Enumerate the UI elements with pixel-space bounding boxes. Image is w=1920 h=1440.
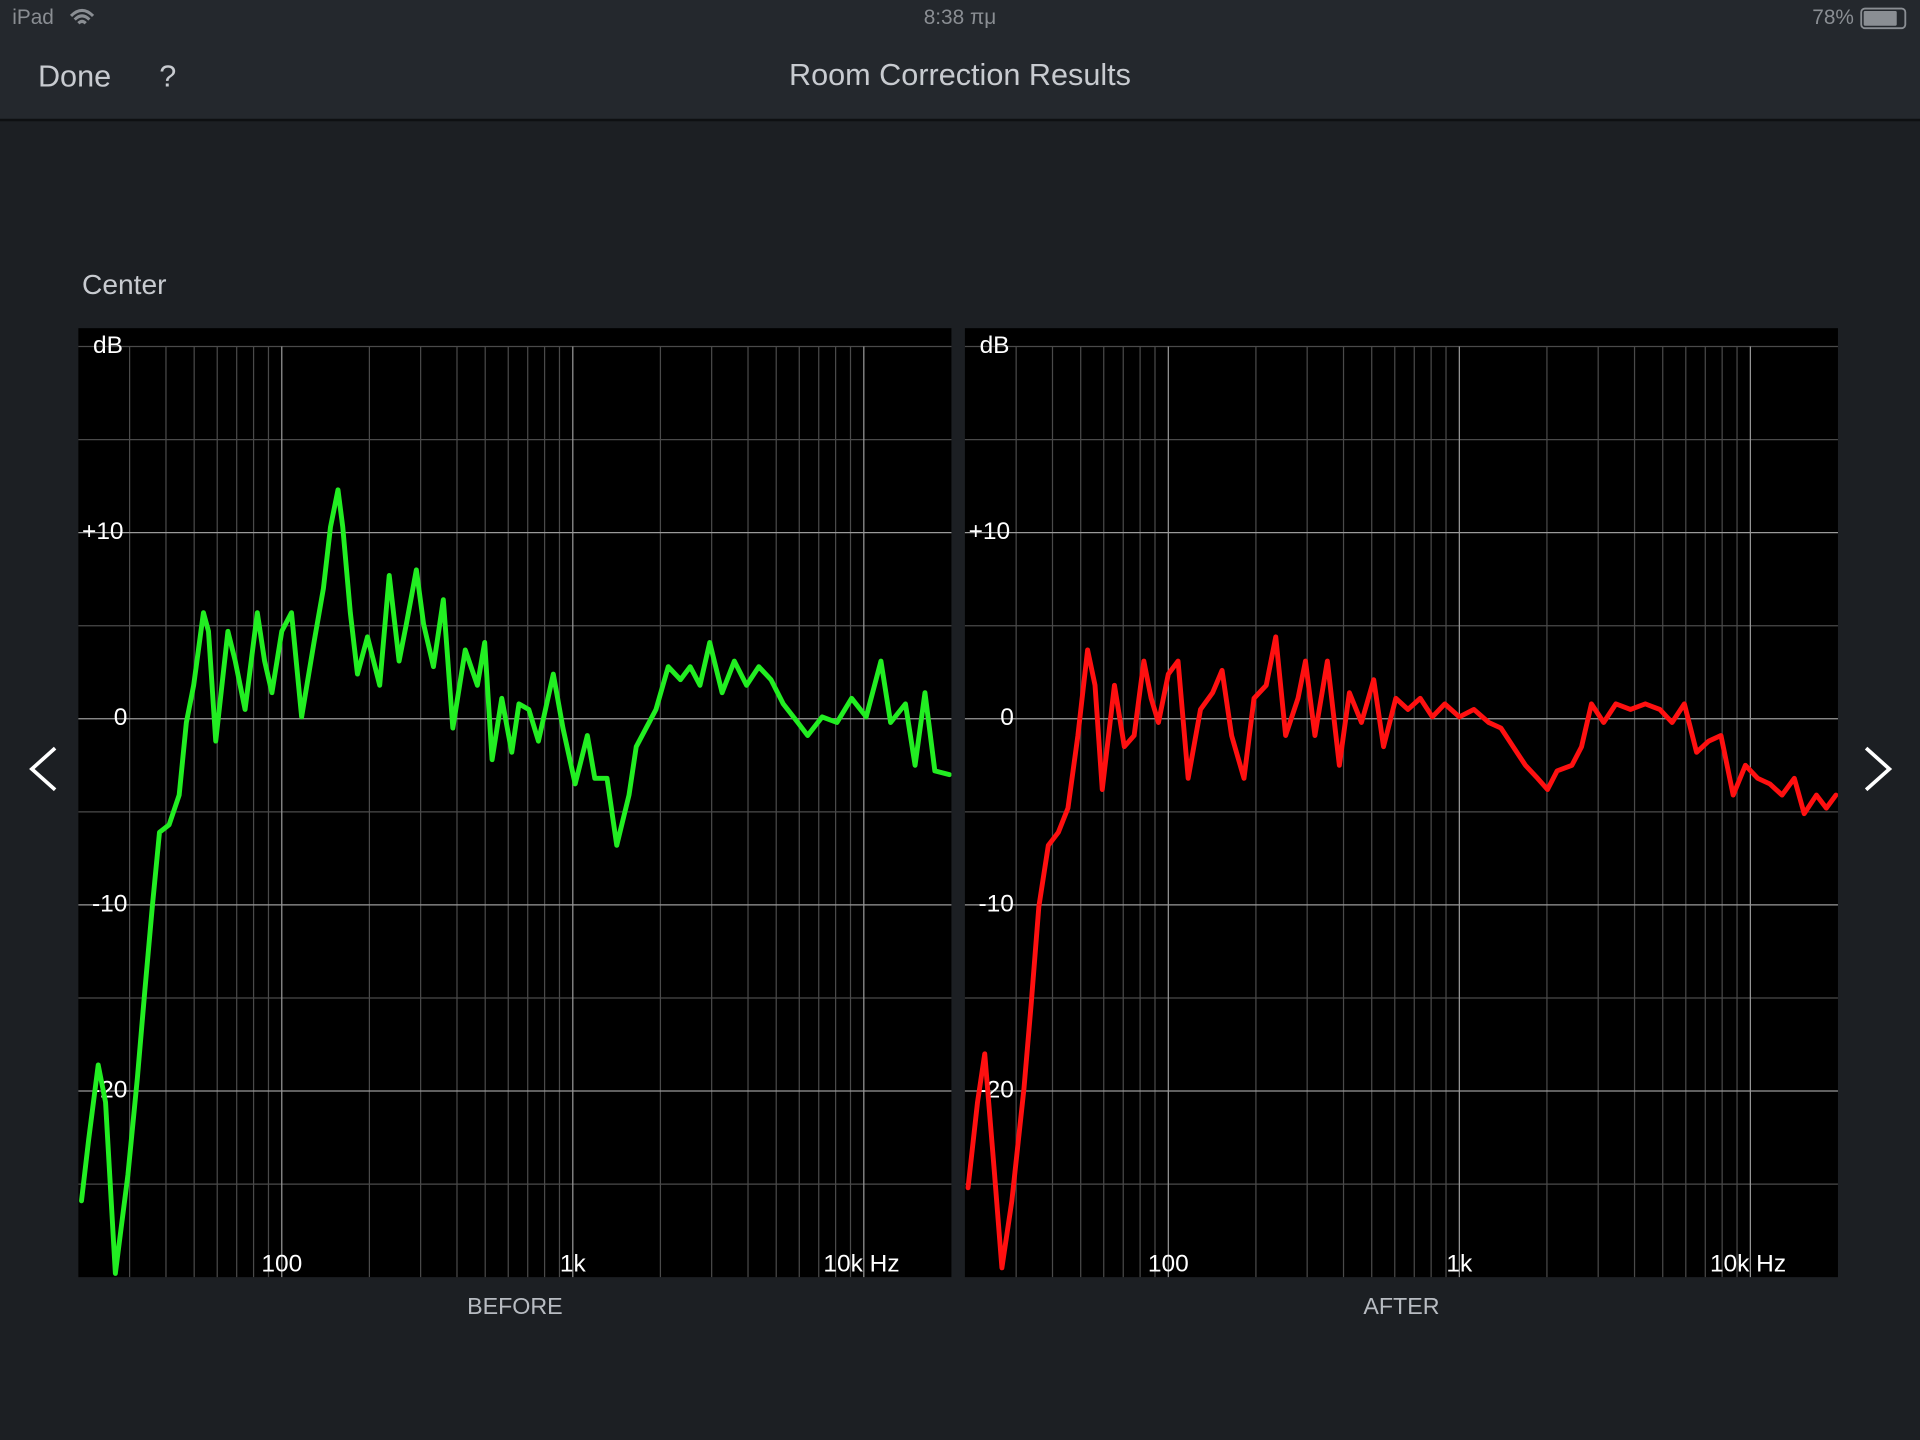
nav-bar bbox=[0, 0, 1920, 120]
x-tick-label: 100 bbox=[1148, 1250, 1189, 1277]
y-tick-label: -10 bbox=[92, 890, 127, 917]
battery-level bbox=[1863, 11, 1897, 26]
help-button[interactable]: ? bbox=[159, 59, 176, 93]
y-axis-label: dB bbox=[93, 332, 123, 359]
y-tick-label: +10 bbox=[82, 518, 124, 545]
done-button[interactable]: Done bbox=[38, 59, 111, 93]
status-time: 8:38 πμ bbox=[924, 6, 997, 29]
status-battery: 78% bbox=[1812, 6, 1854, 29]
x-tick-label: 1k bbox=[1446, 1250, 1473, 1277]
x-tick-label: 1k bbox=[560, 1250, 587, 1277]
next-arrow[interactable] bbox=[1864, 746, 1893, 792]
y-tick-label: 0 bbox=[114, 704, 128, 731]
plot-area bbox=[964, 328, 1838, 1278]
battery-icon bbox=[1860, 7, 1907, 30]
section-label: Center bbox=[82, 269, 167, 300]
x-axis-label: BEFORE bbox=[467, 1293, 563, 1319]
y-tick-label: -20 bbox=[979, 1076, 1014, 1103]
x-axis-label: AFTER bbox=[1363, 1293, 1439, 1319]
prev-arrow[interactable] bbox=[29, 746, 57, 792]
response-line bbox=[79, 487, 952, 1276]
y-tick-label: 0 bbox=[1000, 704, 1014, 731]
y-tick-label: +10 bbox=[969, 518, 1011, 545]
nav-title: Room Correction Results bbox=[789, 58, 1131, 92]
plot-area bbox=[78, 328, 952, 1278]
y-tick-label: -10 bbox=[979, 890, 1014, 917]
status-device: iPad bbox=[12, 6, 54, 29]
y-axis-label: dB bbox=[980, 332, 1010, 359]
x-tick-label: 100 bbox=[261, 1250, 302, 1277]
x-tick-label: 10k Hz bbox=[823, 1250, 899, 1277]
x-tick-label: 10k Hz bbox=[1710, 1250, 1786, 1277]
response-line bbox=[965, 634, 1838, 1271]
wifi-icon bbox=[69, 8, 95, 25]
